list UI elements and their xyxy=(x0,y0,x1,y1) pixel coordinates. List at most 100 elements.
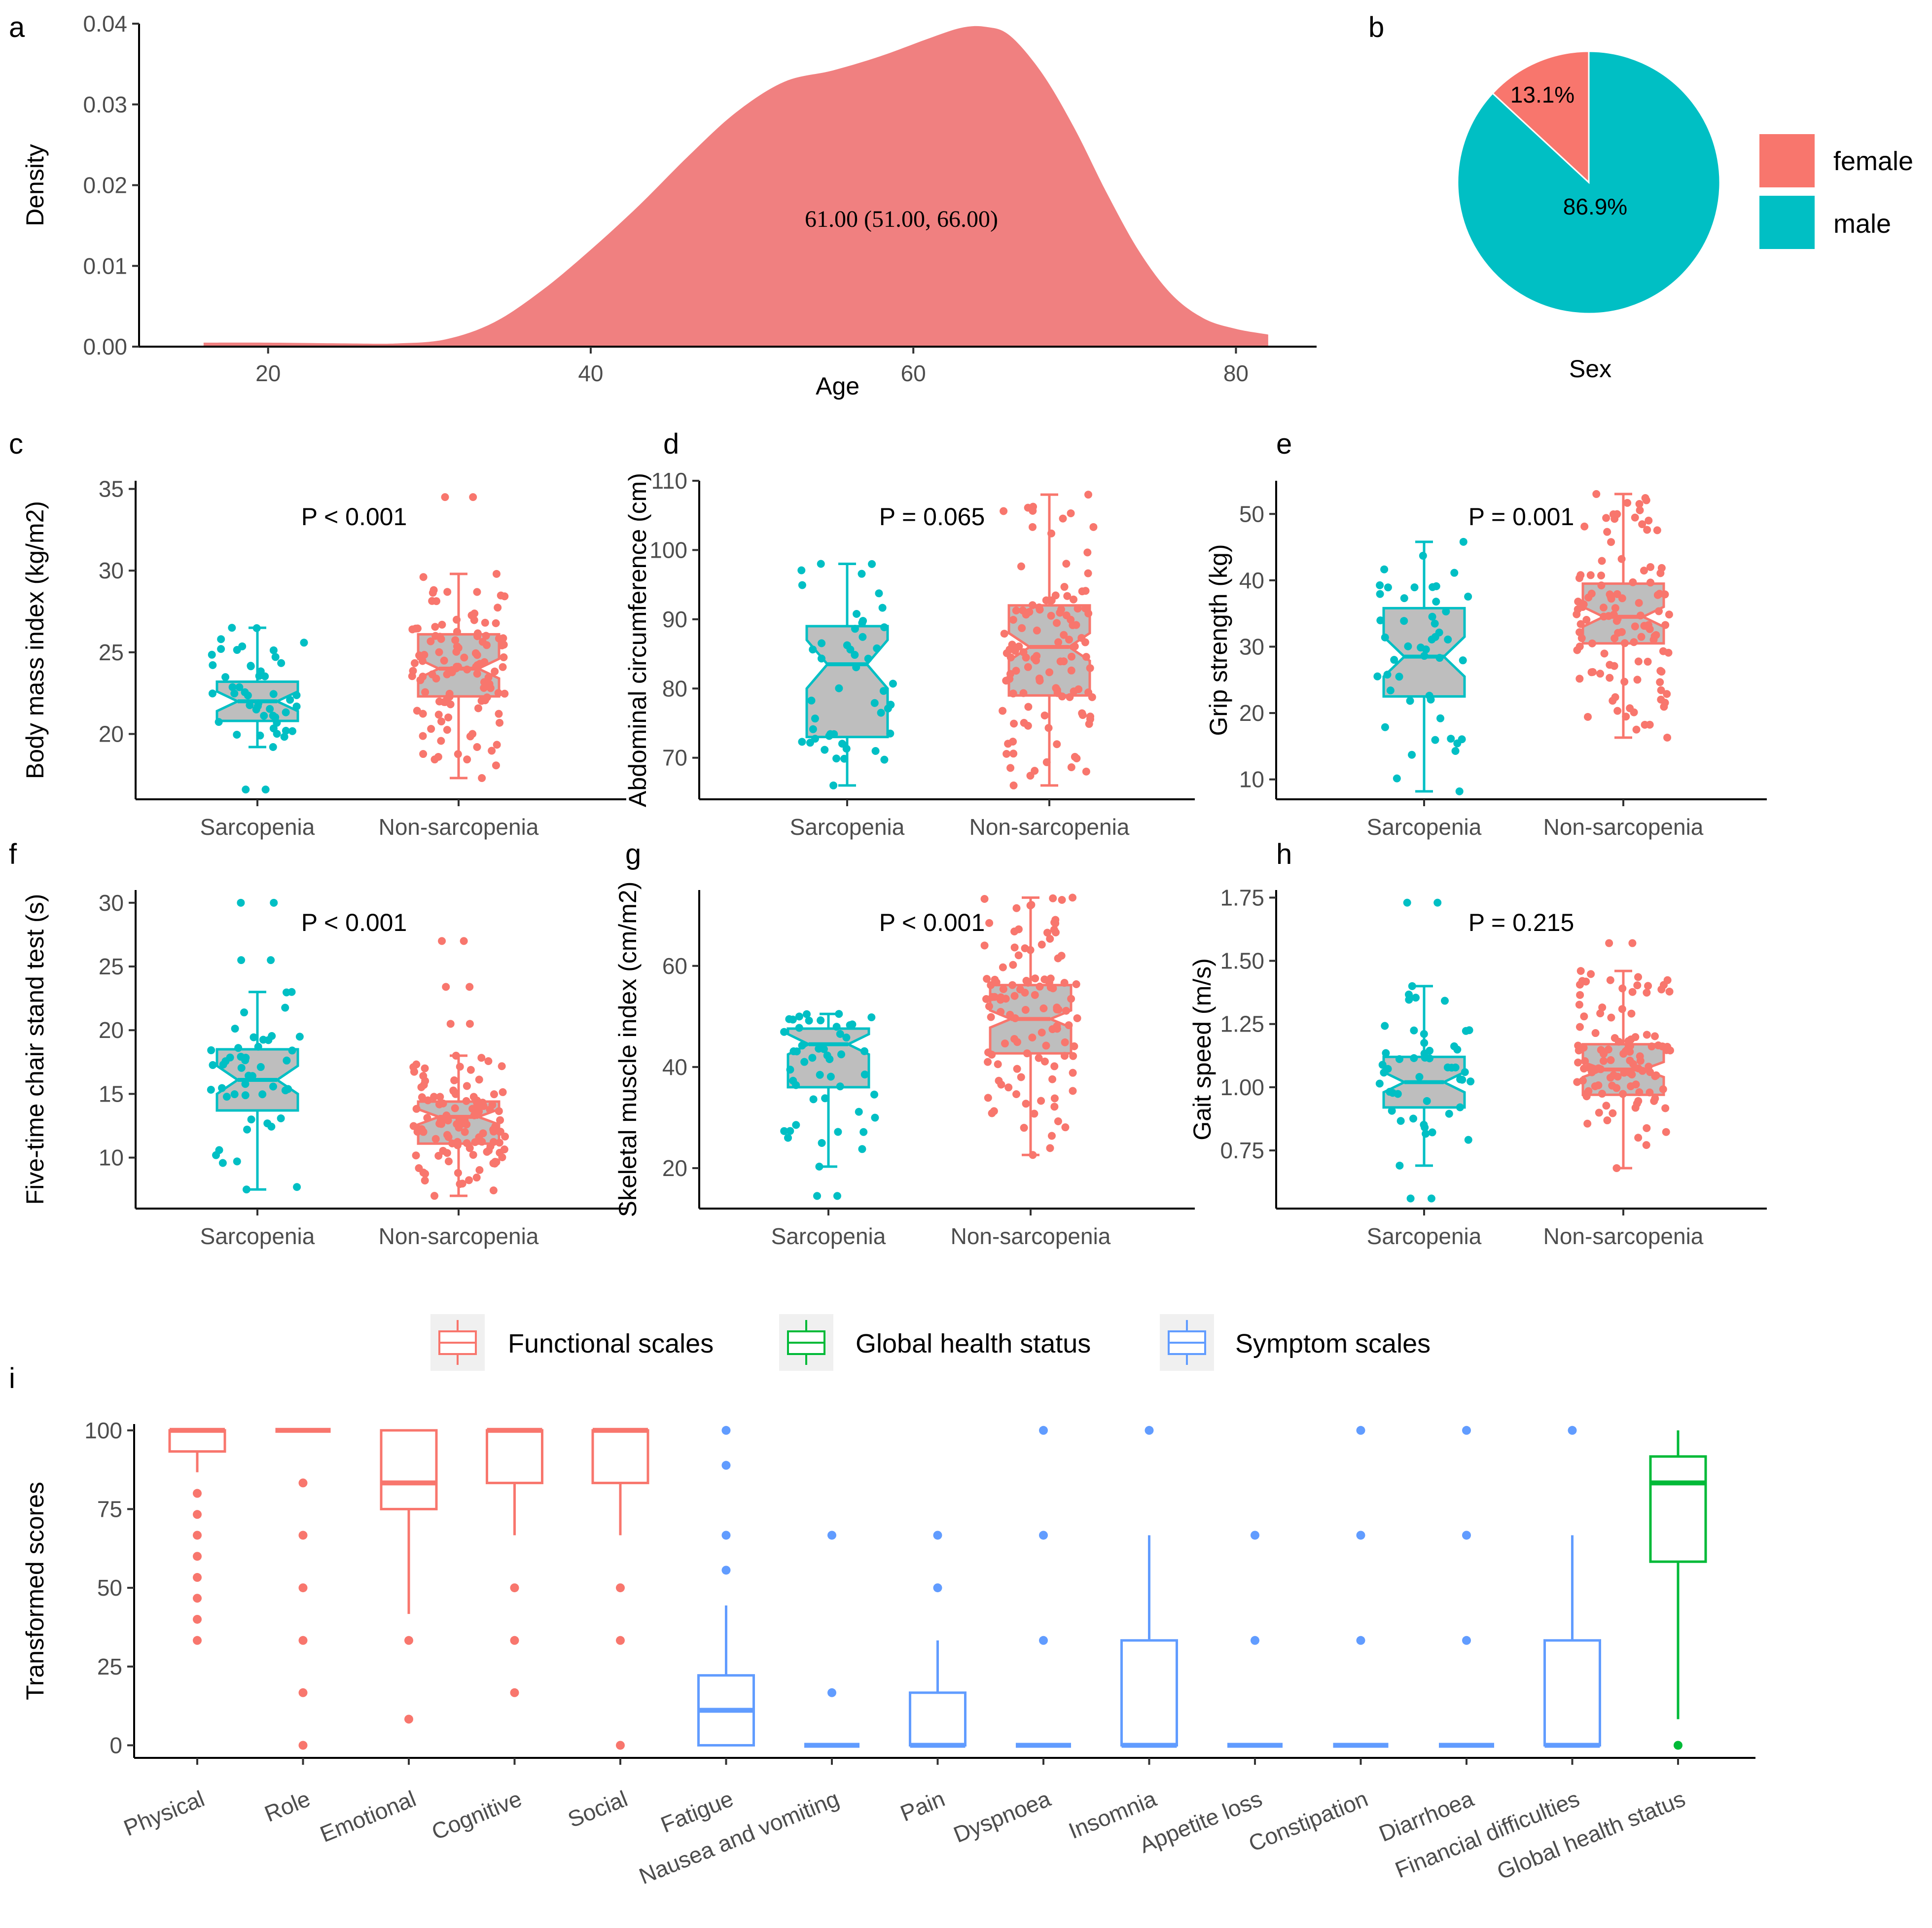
panel-g-data-point xyxy=(823,1051,831,1060)
panel-g-data-point xyxy=(788,1015,797,1024)
panel-h-data-point xyxy=(1618,984,1627,993)
panel-e-data-point xyxy=(1602,514,1610,522)
panel-d-data-point xyxy=(871,747,880,755)
panel-e-data-point xyxy=(1663,733,1672,742)
panel-c-box-non-sarcopenia: Non-sarcopenia xyxy=(379,493,539,840)
panel-f-data-point xyxy=(237,1064,246,1072)
panel-i-y-tick-label: 25 xyxy=(97,1654,122,1679)
panel-e-data-point xyxy=(1632,725,1641,734)
panel-i-outlier-point xyxy=(1356,1636,1365,1645)
panel-i-outlier-point xyxy=(1356,1426,1365,1435)
panel-i-outlier-point xyxy=(404,1714,413,1724)
panel-f-data-point xyxy=(490,1090,498,1099)
panel-i-category-label: Emotional xyxy=(317,1785,420,1847)
panel-h-data-point xyxy=(1634,1097,1643,1105)
panel-f-data-point xyxy=(461,1128,469,1136)
panel-c-data-point xyxy=(421,688,429,696)
panel-e-data-point xyxy=(1400,617,1408,625)
panel-f-box-non-sarcopenia: Non-sarcopenia xyxy=(379,937,539,1249)
panel-f-x-tick-label: Non-sarcopenia xyxy=(379,1223,539,1249)
panel-d-data-point xyxy=(817,560,825,568)
panel-g-data-point xyxy=(1031,974,1039,983)
panel-e-data-point xyxy=(1644,657,1652,666)
panel-e-data-point xyxy=(1657,686,1665,694)
panel-g-data-point xyxy=(1039,1004,1048,1013)
panel-d-data-point xyxy=(1045,668,1054,677)
panel-d-data-point xyxy=(851,651,859,659)
panel-e-data-point xyxy=(1622,713,1630,721)
panel-g-data-point xyxy=(1046,983,1055,992)
panel-h-data-point xyxy=(1591,1066,1599,1074)
panel-h-data-point xyxy=(1618,1005,1626,1013)
panel-f-data-point xyxy=(421,1170,429,1178)
panel-e-data-point xyxy=(1636,611,1645,620)
panel-e-data-point xyxy=(1575,643,1584,651)
panel-f-data-point xyxy=(233,1157,241,1166)
panel-e-data-point xyxy=(1432,598,1440,606)
panel-c-data-point xyxy=(437,717,446,726)
panel-e-data-point xyxy=(1613,707,1622,715)
panel-d-data-point xyxy=(1065,636,1073,644)
panel-e-data-point xyxy=(1393,774,1401,783)
panel-i-outlier-point xyxy=(1674,1741,1682,1750)
panel-i-outlier-point xyxy=(1039,1426,1048,1435)
panel-g-data-point xyxy=(1046,1144,1054,1152)
panel-f-data-point xyxy=(281,1003,289,1012)
panel-c-data-point xyxy=(269,646,278,654)
panel-f-data-point xyxy=(465,1176,473,1184)
panel-c-data-point xyxy=(269,690,278,698)
panel-e-data-point xyxy=(1386,686,1395,695)
panel-c-data-point xyxy=(230,689,239,698)
legend-label-female: female xyxy=(1833,146,1913,176)
panel-f-data-point xyxy=(430,1093,438,1101)
panel-h-data-point xyxy=(1445,1109,1453,1118)
panel-d-data-point xyxy=(1059,514,1067,523)
panel-d-letter: d xyxy=(663,428,679,460)
panel-e-data-point xyxy=(1629,578,1637,586)
panel-g-data-point xyxy=(1001,1039,1009,1048)
panel-d-data-point xyxy=(1012,667,1020,675)
panel-g-data-point xyxy=(1013,1038,1021,1046)
panel-f-data-point xyxy=(475,1166,484,1174)
panel-f-data-point xyxy=(254,1042,262,1051)
panel-e-y-tick-label: 30 xyxy=(1239,634,1264,659)
panel-h-data-point xyxy=(1410,1026,1418,1035)
panel-d-data-point xyxy=(877,709,885,717)
panel-d-data-point xyxy=(798,581,806,589)
panel-d-data-point xyxy=(1030,654,1038,663)
panel-c-data-point xyxy=(498,641,506,649)
panel-d-data-point xyxy=(1052,684,1060,692)
panel-h-outlier-point xyxy=(1628,939,1637,947)
panel-g-data-point xyxy=(1069,1069,1077,1077)
panel-f-data-point xyxy=(472,1174,481,1182)
panel-g-data-point xyxy=(1020,1124,1028,1132)
panel-e-data-point xyxy=(1381,723,1389,731)
panel-c-x-tick-label: Sarcopenia xyxy=(200,814,315,840)
panel-i-outlier-point xyxy=(193,1552,202,1561)
panel-e-data-point xyxy=(1455,787,1464,795)
panel-i-box-role: Role xyxy=(261,1428,331,1827)
panel-h-data-point xyxy=(1420,1030,1428,1038)
panel-c-data-point xyxy=(252,705,260,714)
panel-g-data-point xyxy=(1051,916,1060,924)
panel-h-data-point xyxy=(1375,1079,1384,1088)
panel-e-data-point xyxy=(1404,642,1412,650)
panel-h-data-point xyxy=(1652,1071,1660,1079)
panel-g-data-point xyxy=(1010,943,1019,952)
panel-d-y-tick-label: 110 xyxy=(651,468,687,494)
panel-h-data-point xyxy=(1607,1056,1615,1064)
panel-e-data-point xyxy=(1655,590,1664,598)
panel-g-data-point xyxy=(1010,992,1019,1000)
panel-i-outlier-point xyxy=(510,1583,519,1593)
panel-g-data-point xyxy=(789,1047,798,1055)
panel-g-data-point xyxy=(980,894,989,903)
pie-slice-female xyxy=(1491,50,1590,184)
panel-f-data-point xyxy=(412,1105,421,1113)
panel-a-x-title: Age xyxy=(816,372,859,400)
panel-h-data-point xyxy=(1381,1022,1389,1030)
panel-g-data-point xyxy=(1067,995,1075,1003)
panel-g-data-point xyxy=(1073,1014,1081,1022)
panel-g-y-title: Skeletal muscle index (cm/m2) xyxy=(614,882,642,1217)
panel-c-data-point xyxy=(494,604,502,612)
panel-f-data-point xyxy=(450,1076,459,1084)
